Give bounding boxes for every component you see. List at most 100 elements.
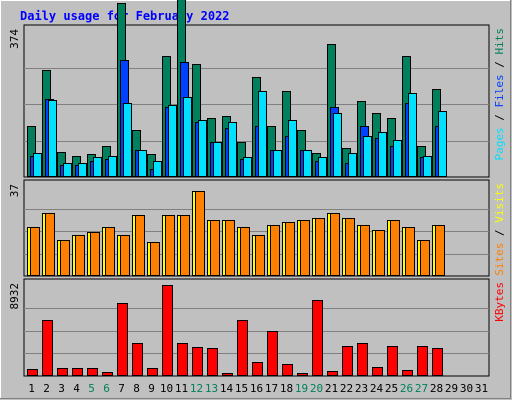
bar-pages-day-9 bbox=[153, 161, 162, 177]
x-tick-label-day-8: 8 bbox=[133, 382, 140, 395]
x-tick-label-day-31: 31 bbox=[475, 382, 488, 395]
x-tick-label-day-20: 20 bbox=[310, 382, 323, 395]
bar-sites-day-14 bbox=[225, 220, 235, 276]
bar-sites-day-4 bbox=[75, 235, 85, 276]
bar-kbytes-day-7 bbox=[117, 303, 128, 376]
legend-item-hits: Hits bbox=[493, 28, 506, 61]
x-tick-label-day-24: 24 bbox=[370, 382, 384, 395]
bar-pages-day-7 bbox=[123, 103, 132, 177]
x-tick-label-day-1: 1 bbox=[28, 382, 35, 395]
bar-kbytes-day-12 bbox=[192, 347, 203, 376]
bar-kbytes-day-4 bbox=[72, 368, 83, 376]
bar-pages-day-12 bbox=[198, 120, 207, 177]
bar-pages-day-15 bbox=[243, 157, 252, 177]
bar-kbytes-day-8 bbox=[132, 343, 143, 376]
bar-pages-day-8 bbox=[138, 150, 147, 177]
y-axis-max-label: 8932 bbox=[8, 283, 21, 310]
x-tick-label-day-21: 21 bbox=[325, 382, 338, 395]
y-axis-max-label: 37 bbox=[8, 184, 21, 197]
legend-item-visits: Visits bbox=[493, 183, 506, 229]
bar-pages-day-3 bbox=[63, 163, 72, 177]
bar-sites-day-10 bbox=[165, 215, 175, 276]
legend-kbytes: KBytes bbox=[493, 282, 506, 322]
bar-sites-day-28 bbox=[435, 225, 445, 276]
bar-pages-day-2 bbox=[48, 100, 57, 177]
bar-sites-day-18 bbox=[285, 222, 295, 276]
bar-pages-day-18 bbox=[288, 120, 297, 177]
bar-pages-day-14 bbox=[228, 122, 237, 177]
bar-pages-day-22 bbox=[348, 153, 357, 177]
bar-sites-day-12 bbox=[195, 191, 205, 276]
bar-kbytes-day-22 bbox=[342, 346, 353, 376]
panel-kbytes: 8932 KBytes bbox=[8, 278, 506, 377]
legend-hits-files-pages: Pages / Files / Hits bbox=[493, 28, 506, 161]
bar-pages-day-23 bbox=[363, 136, 372, 177]
x-tick-label-day-15: 15 bbox=[235, 382, 248, 395]
bar-sites-day-7 bbox=[120, 235, 130, 276]
bar-pages-day-27 bbox=[423, 156, 432, 177]
x-tick-label-day-25: 25 bbox=[385, 382, 398, 395]
bar-kbytes-day-3 bbox=[57, 368, 68, 376]
bar-kbytes-day-17 bbox=[267, 331, 278, 376]
bar-kbytes-day-26 bbox=[402, 370, 413, 376]
bar-sites-day-21 bbox=[330, 213, 340, 276]
bar-kbytes-day-6 bbox=[102, 372, 113, 376]
legend-item-sites: Sites bbox=[493, 243, 506, 276]
bar-sites-day-11 bbox=[180, 215, 190, 276]
bar-kbytes-day-28 bbox=[432, 348, 443, 376]
x-tick-label-day-13: 13 bbox=[205, 382, 218, 395]
x-tick-label-day-5: 5 bbox=[88, 382, 95, 395]
x-tick-label-day-28: 28 bbox=[430, 382, 443, 395]
legend-item-separator: / bbox=[493, 229, 506, 242]
bar-pages-day-5 bbox=[93, 157, 102, 177]
bar-sites-day-25 bbox=[390, 220, 400, 276]
x-tick-label-day-29: 29 bbox=[445, 382, 458, 395]
x-tick-label-day-17: 17 bbox=[265, 382, 278, 395]
chart-panels: 374 Pages / Files / Hits 37 Sites / Visits 8… bbox=[8, 0, 506, 377]
bar-pages-day-17 bbox=[273, 150, 282, 177]
x-tick-label-day-19: 19 bbox=[295, 382, 308, 395]
bar-sites-day-9 bbox=[150, 242, 160, 276]
bar-kbytes-day-5 bbox=[87, 368, 98, 376]
bar-pages-day-26 bbox=[408, 93, 417, 177]
x-tick-label-day-10: 10 bbox=[160, 382, 173, 395]
bar-kbytes-day-18 bbox=[282, 364, 293, 376]
bar-kbytes-day-2 bbox=[42, 320, 53, 376]
bar-sites-day-23 bbox=[360, 225, 370, 276]
legend-item-separator: / bbox=[493, 114, 506, 127]
bar-kbytes-day-10 bbox=[162, 285, 173, 376]
bar-kbytes-day-13 bbox=[207, 348, 218, 376]
x-tick-label-day-2: 2 bbox=[43, 382, 50, 395]
bar-kbytes-day-16 bbox=[252, 362, 263, 376]
bar-kbytes-day-15 bbox=[237, 320, 248, 376]
x-tick-label-day-18: 18 bbox=[280, 382, 293, 395]
legend-item-kbytes: KBytes bbox=[493, 282, 506, 322]
bar-pages-day-20 bbox=[318, 157, 327, 177]
bar-pages-day-4 bbox=[78, 163, 87, 177]
bar-sites-day-15 bbox=[240, 227, 250, 276]
x-axis-labels: 1 2 3 4 5 6 7 8 9 10 11 12 13 14 15 16 17 18 19 20 21 22 23 24 2… bbox=[28, 382, 488, 395]
bar-kbytes-day-25 bbox=[387, 346, 398, 376]
x-tick-label-day-27: 27 bbox=[415, 382, 428, 395]
x-tick-label-day-23: 23 bbox=[355, 382, 368, 395]
x-tick-label-day-14: 14 bbox=[220, 382, 234, 395]
bar-sites-day-20 bbox=[315, 218, 325, 276]
legend-item-pages: Pages bbox=[493, 127, 506, 160]
bar-sites-day-8 bbox=[135, 215, 145, 276]
bar-sites-day-3 bbox=[60, 240, 70, 276]
bar-sites-day-27 bbox=[420, 240, 430, 276]
bar-sites-day-2 bbox=[45, 213, 55, 276]
bar-sites-day-13 bbox=[210, 220, 220, 276]
bar-pages-day-1 bbox=[33, 153, 42, 177]
bar-sites-day-6 bbox=[105, 227, 115, 276]
x-tick-label-day-3: 3 bbox=[58, 382, 65, 395]
bar-pages-day-24 bbox=[378, 132, 387, 177]
panel-hits-files-pages: 374 Pages / Files / Hits bbox=[8, 0, 506, 178]
bar-kbytes-day-21 bbox=[327, 371, 338, 376]
y-axis-max-label: 374 bbox=[8, 29, 21, 49]
bar-sites-day-24 bbox=[375, 230, 385, 276]
bar-kbytes-day-20 bbox=[312, 300, 323, 376]
bar-pages-day-25 bbox=[393, 140, 402, 177]
x-tick-label-day-9: 9 bbox=[148, 382, 155, 395]
